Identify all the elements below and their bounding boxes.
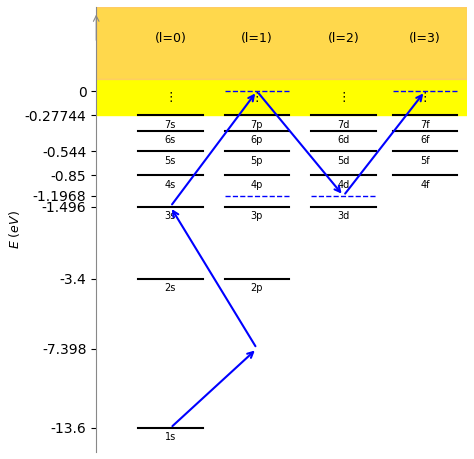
- Text: 3s: 3s: [165, 211, 176, 221]
- Text: 5d: 5d: [337, 156, 350, 166]
- Text: 2p: 2p: [251, 283, 263, 293]
- Text: 4f: 4f: [420, 179, 430, 190]
- Text: ⋮: ⋮: [419, 91, 431, 104]
- Text: 6d: 6d: [337, 135, 349, 145]
- Text: (l=1): (l=1): [241, 32, 273, 45]
- Text: 2s: 2s: [164, 283, 176, 293]
- Text: ⋮: ⋮: [164, 91, 177, 104]
- Text: 1s: 1s: [165, 432, 176, 442]
- Text: 3d: 3d: [337, 211, 349, 221]
- Text: (l=2): (l=2): [328, 32, 359, 45]
- Text: 4p: 4p: [251, 179, 263, 190]
- Text: ⋮: ⋮: [337, 91, 350, 104]
- Text: (l=0): (l=0): [155, 32, 186, 45]
- Bar: [96, 7, 467, 79]
- Text: 6s: 6s: [165, 135, 176, 145]
- Text: 7p: 7p: [251, 119, 263, 129]
- Text: 5f: 5f: [420, 156, 430, 166]
- Text: 4d: 4d: [337, 179, 349, 190]
- Text: 3p: 3p: [251, 211, 263, 221]
- Text: 7d: 7d: [337, 119, 350, 129]
- Text: (l=3): (l=3): [409, 32, 441, 45]
- Bar: [96, 7, 467, 115]
- Text: 6p: 6p: [251, 135, 263, 145]
- Y-axis label: $E\ (eV)$: $E\ (eV)$: [7, 210, 22, 249]
- Text: 5s: 5s: [164, 156, 176, 166]
- Text: 5p: 5p: [251, 156, 263, 166]
- Text: 4s: 4s: [165, 179, 176, 190]
- Text: 7f: 7f: [420, 119, 430, 129]
- Text: 7s: 7s: [164, 119, 176, 129]
- Text: ⋮: ⋮: [251, 91, 263, 104]
- Text: 6f: 6f: [420, 135, 430, 145]
